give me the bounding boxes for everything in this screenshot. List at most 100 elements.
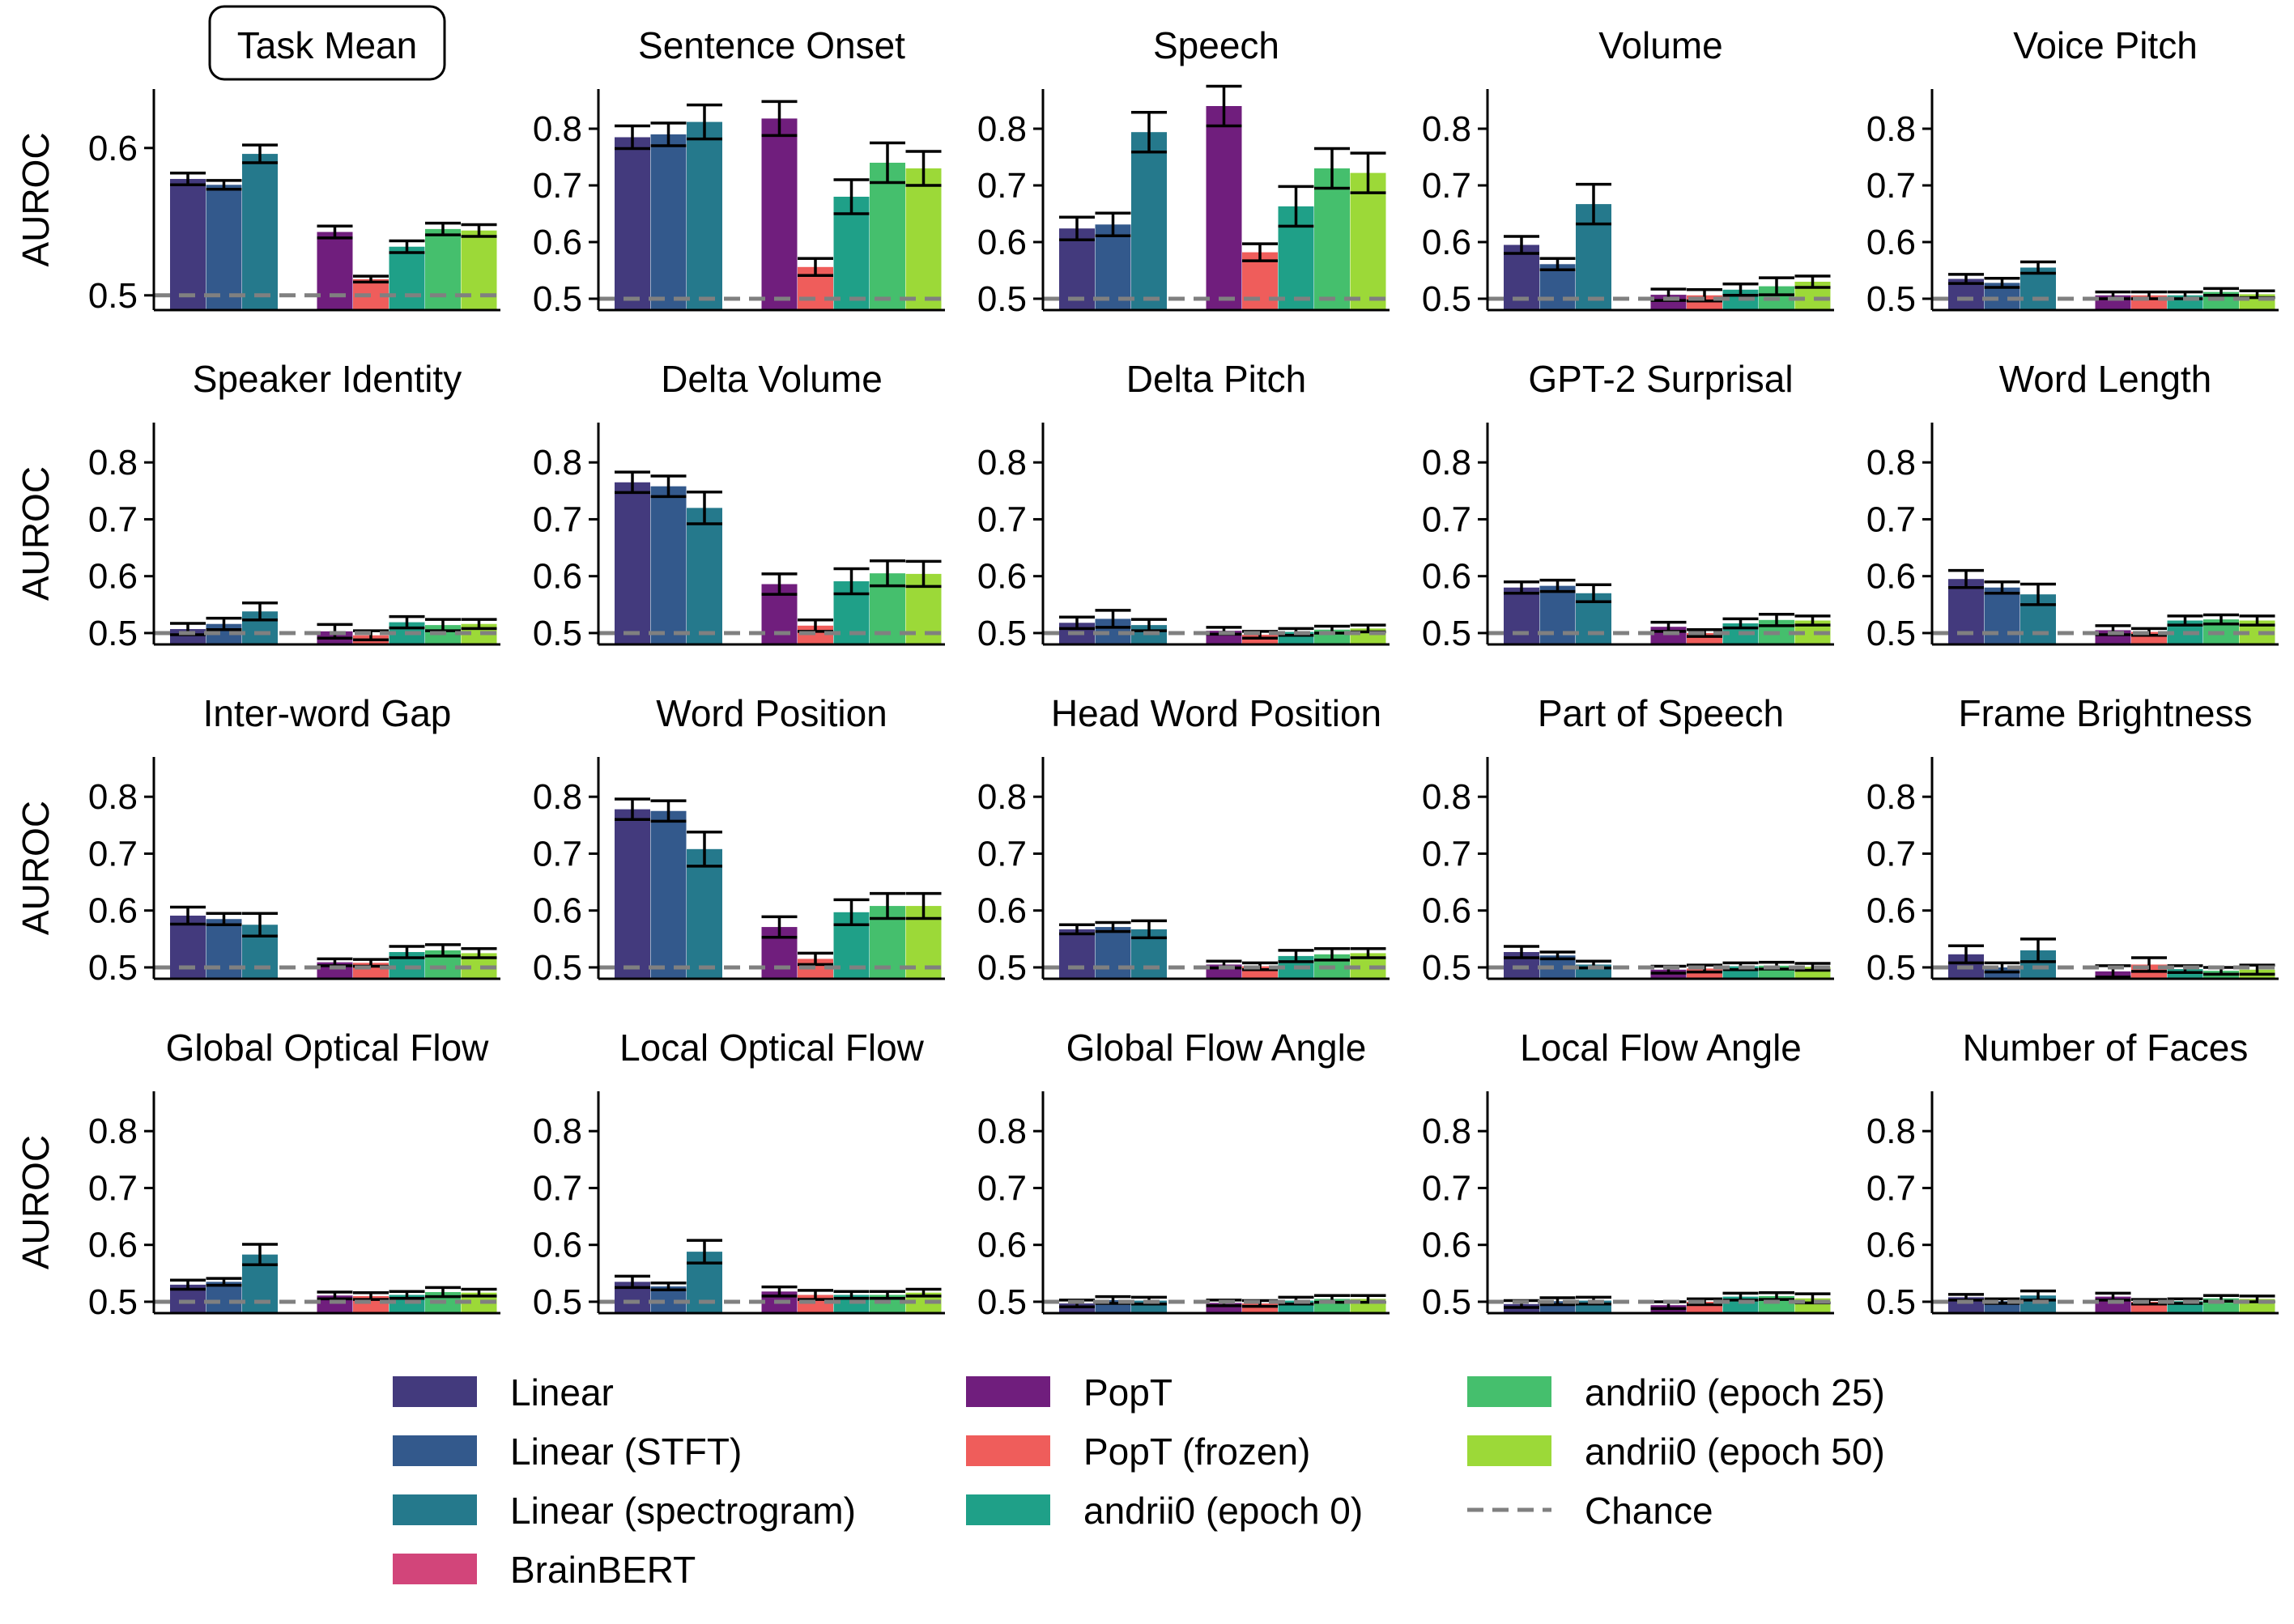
panel: Delta Pitch 0.5 0.6 0.7 0.8 xyxy=(977,358,1390,653)
y-tick-label: 0.6 xyxy=(1422,891,1471,931)
y-tick-label: 0.6 xyxy=(533,557,582,597)
panel: Part of Speech 0.5 0.6 0.7 0.8 xyxy=(1422,692,1834,988)
bar xyxy=(1095,224,1131,310)
panel-title: Local Flow Angle xyxy=(1520,1027,1802,1069)
bar xyxy=(1242,635,1278,644)
legend-swatch xyxy=(1467,1435,1551,1466)
legend-swatch xyxy=(966,1494,1050,1525)
y-tick-label: 0.5 xyxy=(1866,279,1916,319)
bar xyxy=(1350,172,1386,310)
y-tick-label: 0.6 xyxy=(977,557,1027,597)
bar xyxy=(317,232,353,310)
y-tick-label: 0.8 xyxy=(533,443,582,483)
legend: Linear Linear (STFT) Linear (spectrogram) B… xyxy=(393,1371,1885,1591)
legend-label: BrainBERT xyxy=(510,1549,696,1591)
bar xyxy=(1059,1303,1095,1313)
y-axis-label: AUROC xyxy=(15,1135,57,1269)
bar xyxy=(687,121,722,310)
y-tick-label: 0.5 xyxy=(88,276,138,316)
y-tick-label: 0.5 xyxy=(1866,614,1916,653)
legend-swatch xyxy=(1467,1376,1551,1407)
panel-title: Word Position xyxy=(656,692,887,734)
bar xyxy=(1504,587,1539,644)
y-tick-label: 0.6 xyxy=(1866,557,1916,597)
y-tick-label: 0.7 xyxy=(533,834,582,874)
y-tick-label: 0.8 xyxy=(977,109,1027,149)
y-tick-label: 0.5 xyxy=(533,1282,582,1322)
y-tick-label: 0.8 xyxy=(1422,109,1471,149)
y-tick-label: 0.8 xyxy=(533,777,582,817)
legend-item: Linear xyxy=(393,1371,614,1414)
panel-title: Global Flow Angle xyxy=(1066,1027,1367,1069)
y-tick-label: 0.7 xyxy=(1866,500,1916,539)
panel-title: Number of Faces xyxy=(1963,1027,2249,1069)
panel: Inter-word Gap AUROC 0.5 0.6 0.7 0.8 xyxy=(15,692,500,988)
panel-title: Task Mean xyxy=(237,24,417,66)
panel-title: Delta Volume xyxy=(661,358,883,400)
y-tick-label: 0.7 xyxy=(1866,834,1916,874)
bar xyxy=(1206,106,1242,310)
y-tick-label: 0.8 xyxy=(1422,777,1471,817)
bar xyxy=(1539,585,1576,644)
y-tick-label: 0.5 xyxy=(533,614,582,653)
y-tick-label: 0.7 xyxy=(88,500,138,539)
bar xyxy=(615,137,650,310)
panel: Delta Volume 0.5 0.6 0.7 0.8 xyxy=(533,358,945,653)
legend-item: PopT xyxy=(966,1371,1173,1414)
bar xyxy=(650,134,687,310)
bar xyxy=(389,246,425,310)
bar xyxy=(425,228,461,310)
y-tick-label: 0.5 xyxy=(1422,614,1471,653)
panel-title: Speaker Identity xyxy=(193,358,462,400)
y-tick-label: 0.6 xyxy=(977,891,1027,931)
bar xyxy=(170,179,206,310)
bar xyxy=(615,482,650,644)
y-tick-label: 0.7 xyxy=(977,500,1027,539)
y-tick-label: 0.6 xyxy=(88,1226,138,1265)
panel: GPT-2 Surprisal 0.5 0.6 0.7 0.8 xyxy=(1422,358,1834,653)
panel-title: Speech xyxy=(1153,24,1279,66)
bar xyxy=(206,185,242,310)
y-tick-label: 0.7 xyxy=(1422,834,1471,874)
bar xyxy=(1059,228,1095,310)
y-tick-label: 0.8 xyxy=(977,1112,1027,1151)
panel-title: GPT-2 Surprisal xyxy=(1528,358,1793,400)
panel: Frame Brightness 0.5 0.6 0.7 0.8 xyxy=(1866,692,2279,988)
bar xyxy=(206,1282,242,1313)
bar xyxy=(1242,1303,1278,1313)
y-tick-label: 0.6 xyxy=(88,891,138,931)
y-axis-label: AUROC xyxy=(15,466,57,601)
y-tick-label: 0.8 xyxy=(1866,777,1916,817)
y-tick-label: 0.5 xyxy=(1422,279,1471,319)
bar xyxy=(1539,264,1576,310)
panel: Voice Pitch 0.5 0.6 0.7 0.8 xyxy=(1866,24,2279,319)
y-tick-label: 0.8 xyxy=(533,109,582,149)
y-tick-label: 0.8 xyxy=(1866,109,1916,149)
panel-title: Sentence Onset xyxy=(638,24,905,66)
bar xyxy=(2167,969,2203,979)
y-tick-label: 0.6 xyxy=(1866,223,1916,262)
legend-item: Chance xyxy=(1467,1490,1713,1532)
y-tick-label: 0.7 xyxy=(88,834,138,874)
legend-item: andrii0 (epoch 0) xyxy=(966,1490,1363,1532)
legend-label: andrii0 (epoch 0) xyxy=(1083,1490,1363,1532)
bar xyxy=(461,230,497,310)
legend-item: PopT (frozen) xyxy=(966,1431,1310,1473)
legend-label: andrii0 (epoch 25) xyxy=(1585,1371,1885,1414)
legend-item: Linear (STFT) xyxy=(393,1431,742,1473)
y-tick-label: 0.6 xyxy=(88,557,138,597)
title-box xyxy=(208,5,446,81)
panel-title: Part of Speech xyxy=(1538,692,1784,734)
y-tick-label: 0.7 xyxy=(977,834,1027,874)
bar xyxy=(1984,587,2020,644)
legend-swatch xyxy=(966,1435,1050,1466)
panel: Speaker Identity AUROC 0.5 0.6 0.7 0.8 xyxy=(15,358,500,653)
y-tick-label: 0.7 xyxy=(533,166,582,206)
y-tick-label: 0.5 xyxy=(977,1282,1027,1322)
y-tick-label: 0.8 xyxy=(977,443,1027,483)
panel: Speech 0.5 0.6 0.7 0.8 xyxy=(977,24,1390,319)
y-tick-label: 0.5 xyxy=(977,614,1027,653)
bar xyxy=(1131,132,1167,310)
legend-swatch xyxy=(393,1554,477,1584)
panel: Word Length 0.5 0.6 0.7 0.8 xyxy=(1866,358,2279,653)
